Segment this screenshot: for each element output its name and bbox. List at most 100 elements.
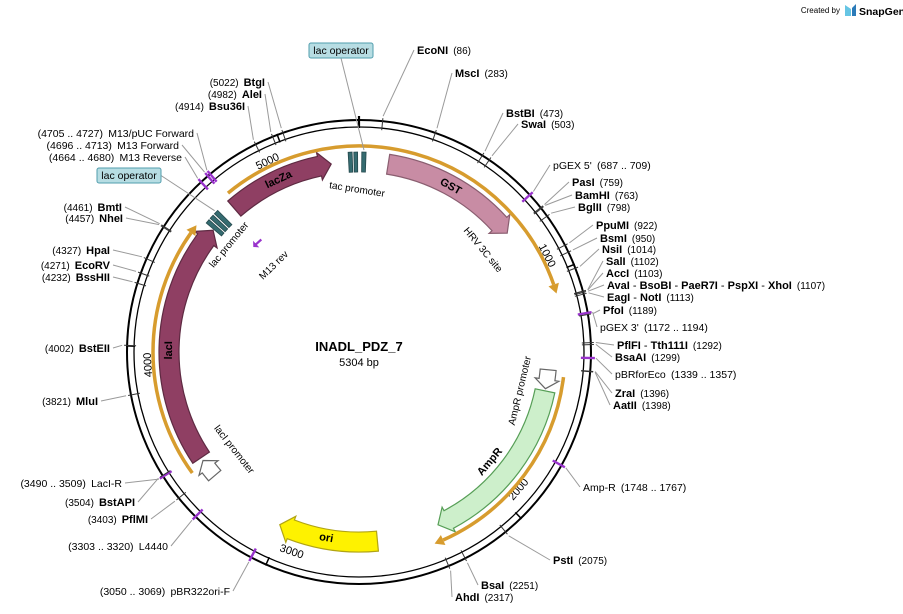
primer-l4440-label[interactable]: (3303 .. 3320) L4440 <box>68 541 168 553</box>
site-alei-label[interactable]: (4982) AleI <box>208 89 262 101</box>
site-msci-label[interactable]: MscI (283) <box>455 68 508 80</box>
feature-m13-rev[interactable] <box>254 238 263 246</box>
site-pflmi-tick <box>176 492 187 501</box>
feature-tac-promoter-box-2[interactable] <box>353 151 359 173</box>
site-econi-label[interactable]: EcoNI (86) <box>417 45 471 57</box>
site-bmti-label[interactable]: (4461) BmtI <box>64 202 122 214</box>
lac-operator-1-site[interactable] <box>361 151 367 173</box>
site-zrai-label[interactable]: ZraI (1396) <box>615 388 669 400</box>
site-bsshii-label[interactable]: (4232) BssHII <box>42 272 110 284</box>
site-nhei-label[interactable]: (4457) NheI <box>65 213 123 225</box>
scale-label-3000: 3000 <box>278 542 305 561</box>
feature-lac-promoter-box-1[interactable] <box>205 219 225 237</box>
lac-operator-1-highlight[interactable] <box>308 42 374 59</box>
primer-m13-reverse-label[interactable]: (4664 .. 4680) M13 Reverse <box>49 152 182 164</box>
lac-operator-2-label[interactable]: lac operator <box>101 170 157 182</box>
feature-laci[interactable] <box>158 229 219 465</box>
site-bstbi-leader <box>484 112 504 152</box>
site-econi-tick <box>381 118 384 131</box>
primer-pbr322ori-f-label[interactable]: (3050 .. 3069) pBR322ori-F <box>100 586 230 598</box>
site-acci-tick <box>574 290 586 295</box>
site-bsshii-tick <box>134 281 147 287</box>
feature-gst[interactable] <box>385 153 511 235</box>
site-avai-bsobi-paer7i-pspxi-xhoi-leader <box>587 284 605 292</box>
site-aatii-leader <box>594 371 611 406</box>
site-ppumi-label[interactable]: PpuMI (922) <box>596 220 657 232</box>
site-bsmi-tick <box>559 250 572 257</box>
site-bstapi-label[interactable]: (3504) BstAPI <box>65 497 135 509</box>
site-psti-label[interactable]: PstI (2075) <box>553 555 607 567</box>
site-bsaai-label[interactable]: BsaAI (1299) <box>615 352 680 364</box>
primer-m13-puc-forward-label[interactable]: (4705 .. 4727) M13/pUC Forward <box>38 128 195 140</box>
feature-m13-rev-head <box>253 240 260 248</box>
site-bsu36i-label[interactable]: (4914) Bsu36I <box>175 101 245 113</box>
primer-m13-forward-tick <box>204 172 216 185</box>
site-bsai-label[interactable]: BsaI (2251) <box>481 580 538 592</box>
lac-operator-2-highlight[interactable] <box>96 167 162 184</box>
site-acci-label[interactable]: AccI (1103) <box>606 268 662 280</box>
site-pfoi-leader <box>592 309 601 315</box>
site-nsii-label[interactable]: NsiI (1014) <box>602 244 656 256</box>
site-mlui-label[interactable]: (3821) MluI <box>42 396 98 408</box>
feature-orf-arc-3[interactable] <box>151 231 194 475</box>
site-pflmi-label[interactable]: (3403) PflMI <box>88 514 148 526</box>
feature-label-m13-rev[interactable]: M13 rev <box>257 249 290 282</box>
site-ahdi-leader <box>450 570 453 598</box>
site-sali-label[interactable]: SalI (1102) <box>606 256 659 268</box>
primer-l4440-tick <box>191 508 204 521</box>
feature-ori[interactable] <box>279 515 380 553</box>
feature-tac-promoter-box-1[interactable] <box>347 151 354 173</box>
site-aatii-tick <box>581 370 594 373</box>
primer-m13-forward-label[interactable]: (4696 .. 4713) M13 Forward <box>47 140 180 152</box>
primer-m13-reverse-tick <box>197 178 209 191</box>
feature-label-tac-promoter[interactable]: tac promoter <box>328 180 386 200</box>
site-pflfi-tth111i-label[interactable]: PflFI - Tth111I (1292) <box>617 340 722 352</box>
site-msci-tick <box>431 129 437 142</box>
site-swai-tick <box>483 157 492 168</box>
feature-lac-promoter-box-2[interactable] <box>209 214 229 233</box>
site-bstbi-label[interactable]: BstBI (473) <box>506 108 563 120</box>
primer-amp-r-label[interactable]: Amp-R (1748 .. 1767) <box>583 482 686 494</box>
feature-ampr-promoter[interactable] <box>533 368 561 390</box>
site-pasi-leader <box>544 181 570 205</box>
primer-pgex-5-label[interactable]: pGEX 5' (687 .. 709) <box>553 160 651 172</box>
site-ahdi-label[interactable]: AhdI (2317) <box>455 592 513 604</box>
site-pasi-tick <box>533 205 544 214</box>
lac-operator-2-site[interactable] <box>213 209 233 229</box>
lac-operator-1-label[interactable]: lac operator <box>313 45 369 57</box>
site-swai-label[interactable]: SwaI (503) <box>521 119 574 131</box>
site-aatii-label[interactable]: AatII (1398) <box>613 400 671 412</box>
site-bglii-tick <box>539 213 550 222</box>
site-avai-bsobi-paer7i-pspxi-xhoi-label[interactable]: AvaI - BsoBI - PaeR7I - PspXI - XhoI (11… <box>607 280 825 292</box>
site-ecorv-leader <box>112 264 137 272</box>
site-nsii-tick <box>566 266 579 272</box>
primer-laci-r-label[interactable]: (3490 .. 3509) LacI-R <box>20 478 122 490</box>
primer-m13-puc-forward-leader <box>196 132 208 171</box>
primer-pgex-3-label[interactable]: pGEX 3' (1172 .. 1194) <box>600 322 708 334</box>
feature-lacza[interactable] <box>226 150 332 217</box>
primer-m13-puc-forward-tick <box>206 170 218 183</box>
site-bsaai-leader <box>595 344 613 358</box>
feature-orf-arc-1[interactable] <box>226 144 556 286</box>
site-bsmi-label[interactable]: BsmI (950) <box>600 233 655 245</box>
snapgene-logo-icon <box>852 4 856 16</box>
primer-pbrforeco-label[interactable]: pBRforEco (1339 .. 1357) <box>615 369 736 381</box>
site-ecorv-label[interactable]: (4271) EcoRV <box>41 260 111 272</box>
site-bglii-label[interactable]: BglII (798) <box>578 202 630 214</box>
site-pfoi-label[interactable]: PfoI (1189) <box>603 305 657 317</box>
primer-pgex-5-tick <box>521 191 534 203</box>
site-bamhi-label[interactable]: BamHI (763) <box>575 190 638 202</box>
feature-label-laci[interactable]: lacI <box>163 341 175 359</box>
site-eagi-noti-label[interactable]: EagI - NotI (1113) <box>607 292 694 304</box>
site-bsteii-label[interactable]: (4002) BstEII <box>45 343 110 355</box>
feature-orf-arc-2[interactable] <box>442 376 566 542</box>
site-bstapi-leader <box>137 477 159 503</box>
feature-ampr[interactable] <box>437 388 556 533</box>
site-bsteii-leader <box>112 344 123 349</box>
feature-label-ori[interactable]: ori <box>318 531 334 545</box>
site-pasi-label[interactable]: PasI (759) <box>572 177 623 189</box>
site-hpai-label[interactable]: (4327) HpaI <box>52 245 110 257</box>
site-btgi-label[interactable]: (5022) BtgI <box>210 77 265 89</box>
feature-laci-promoter[interactable] <box>197 459 222 482</box>
